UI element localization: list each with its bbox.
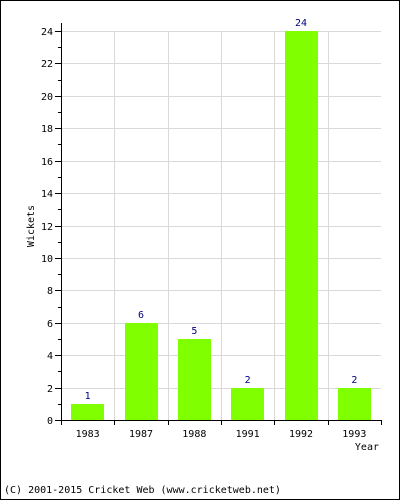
y-tick-label: 14 — [41, 189, 53, 200]
x-tick-label: 1988 — [182, 429, 206, 440]
y-axis-title: Wickets — [26, 205, 37, 247]
y-tick-label: 0 — [47, 416, 53, 427]
labels: 0246810121416182022241198361987519882199… — [41, 18, 366, 440]
copyright-text: (C) 2001-2015 Cricket Web (www.cricketwe… — [4, 485, 281, 496]
bar — [231, 388, 264, 420]
data-label: 1 — [85, 391, 91, 402]
bar — [178, 339, 211, 420]
x-tick-label: 1991 — [236, 429, 260, 440]
bar — [338, 388, 371, 420]
y-tick-label: 10 — [41, 254, 53, 265]
y-tick-label: 4 — [47, 351, 53, 362]
y-tick-label: 22 — [41, 59, 53, 70]
x-tick-label: 1993 — [342, 429, 366, 440]
data-label: 24 — [295, 18, 307, 29]
bar — [285, 31, 318, 420]
data-label: 5 — [191, 326, 197, 337]
bars — [71, 31, 371, 420]
grid-lines — [61, 31, 381, 420]
bar — [71, 404, 104, 420]
y-tick-label: 16 — [41, 157, 53, 168]
x-axis-title: Year — [355, 442, 379, 453]
data-label: 2 — [351, 375, 357, 386]
y-tick-label: 20 — [41, 92, 53, 103]
axes — [55, 23, 382, 425]
y-tick-label: 6 — [47, 319, 53, 330]
data-label: 6 — [138, 310, 144, 321]
y-tick-label: 24 — [41, 27, 53, 38]
y-tick-label: 8 — [47, 286, 53, 297]
x-tick-label: 1987 — [129, 429, 153, 440]
x-tick-label: 1992 — [289, 429, 313, 440]
y-tick-label: 2 — [47, 384, 53, 395]
x-tick-label: 1983 — [76, 429, 100, 440]
bar — [125, 323, 158, 420]
y-tick-label: 12 — [41, 222, 53, 233]
y-tick-label: 18 — [41, 124, 53, 135]
data-label: 2 — [245, 375, 251, 386]
